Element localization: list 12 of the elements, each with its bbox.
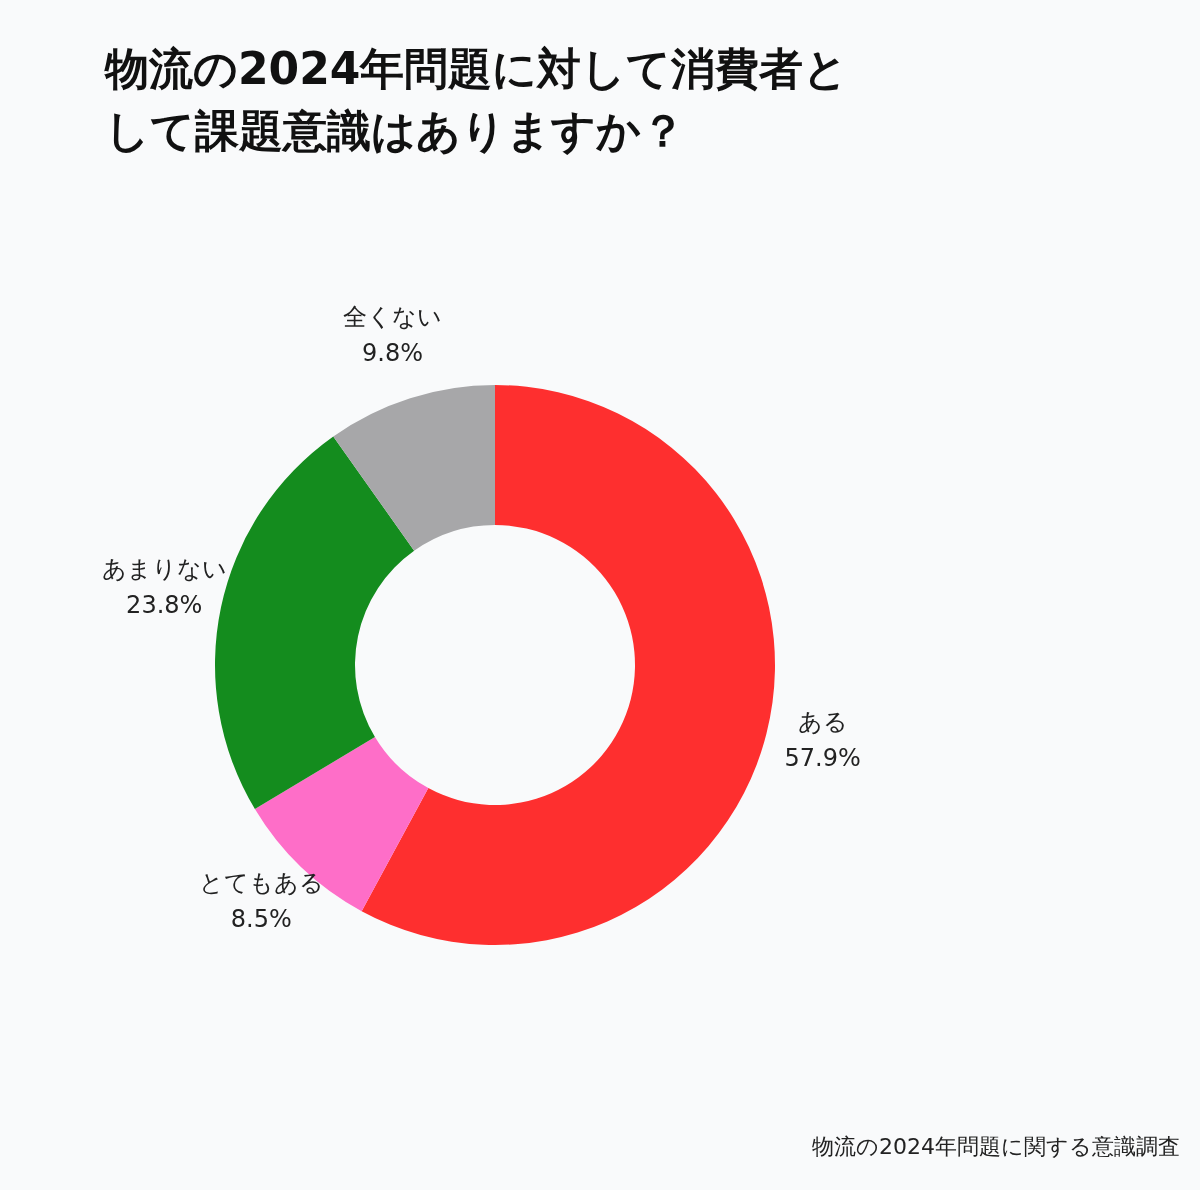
donut-slice bbox=[333, 385, 495, 551]
slice-label: あまりない bbox=[101, 555, 227, 584]
data-label: 9.8% bbox=[362, 338, 424, 367]
donut-slice bbox=[361, 385, 775, 945]
chart-title: 物流の2024年問題に対して消費者として課題意識はありますか？ bbox=[105, 42, 850, 158]
slice-label: ある bbox=[797, 708, 848, 737]
data-label: 8.5% bbox=[230, 905, 292, 934]
slice-label: とてもある bbox=[198, 869, 324, 898]
data-label: 23.8% bbox=[126, 591, 203, 620]
data-label: 57.9% bbox=[784, 744, 861, 773]
text: 物流の2024年問題に関する意識調査 bbox=[812, 1133, 1180, 1161]
slice-label: 全くない bbox=[343, 302, 443, 331]
